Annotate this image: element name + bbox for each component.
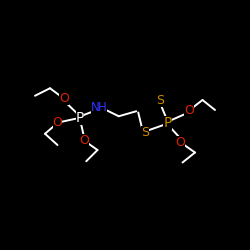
Text: H: H bbox=[98, 101, 107, 114]
Text: P: P bbox=[76, 110, 84, 124]
Text: N: N bbox=[90, 101, 99, 114]
Text: S: S bbox=[156, 94, 164, 107]
Text: O: O bbox=[184, 104, 194, 117]
Text: O: O bbox=[79, 134, 89, 146]
Text: S: S bbox=[141, 126, 149, 139]
Text: O: O bbox=[175, 136, 185, 149]
Text: O: O bbox=[59, 92, 69, 105]
Text: P: P bbox=[163, 116, 172, 130]
Text: O: O bbox=[52, 116, 62, 129]
